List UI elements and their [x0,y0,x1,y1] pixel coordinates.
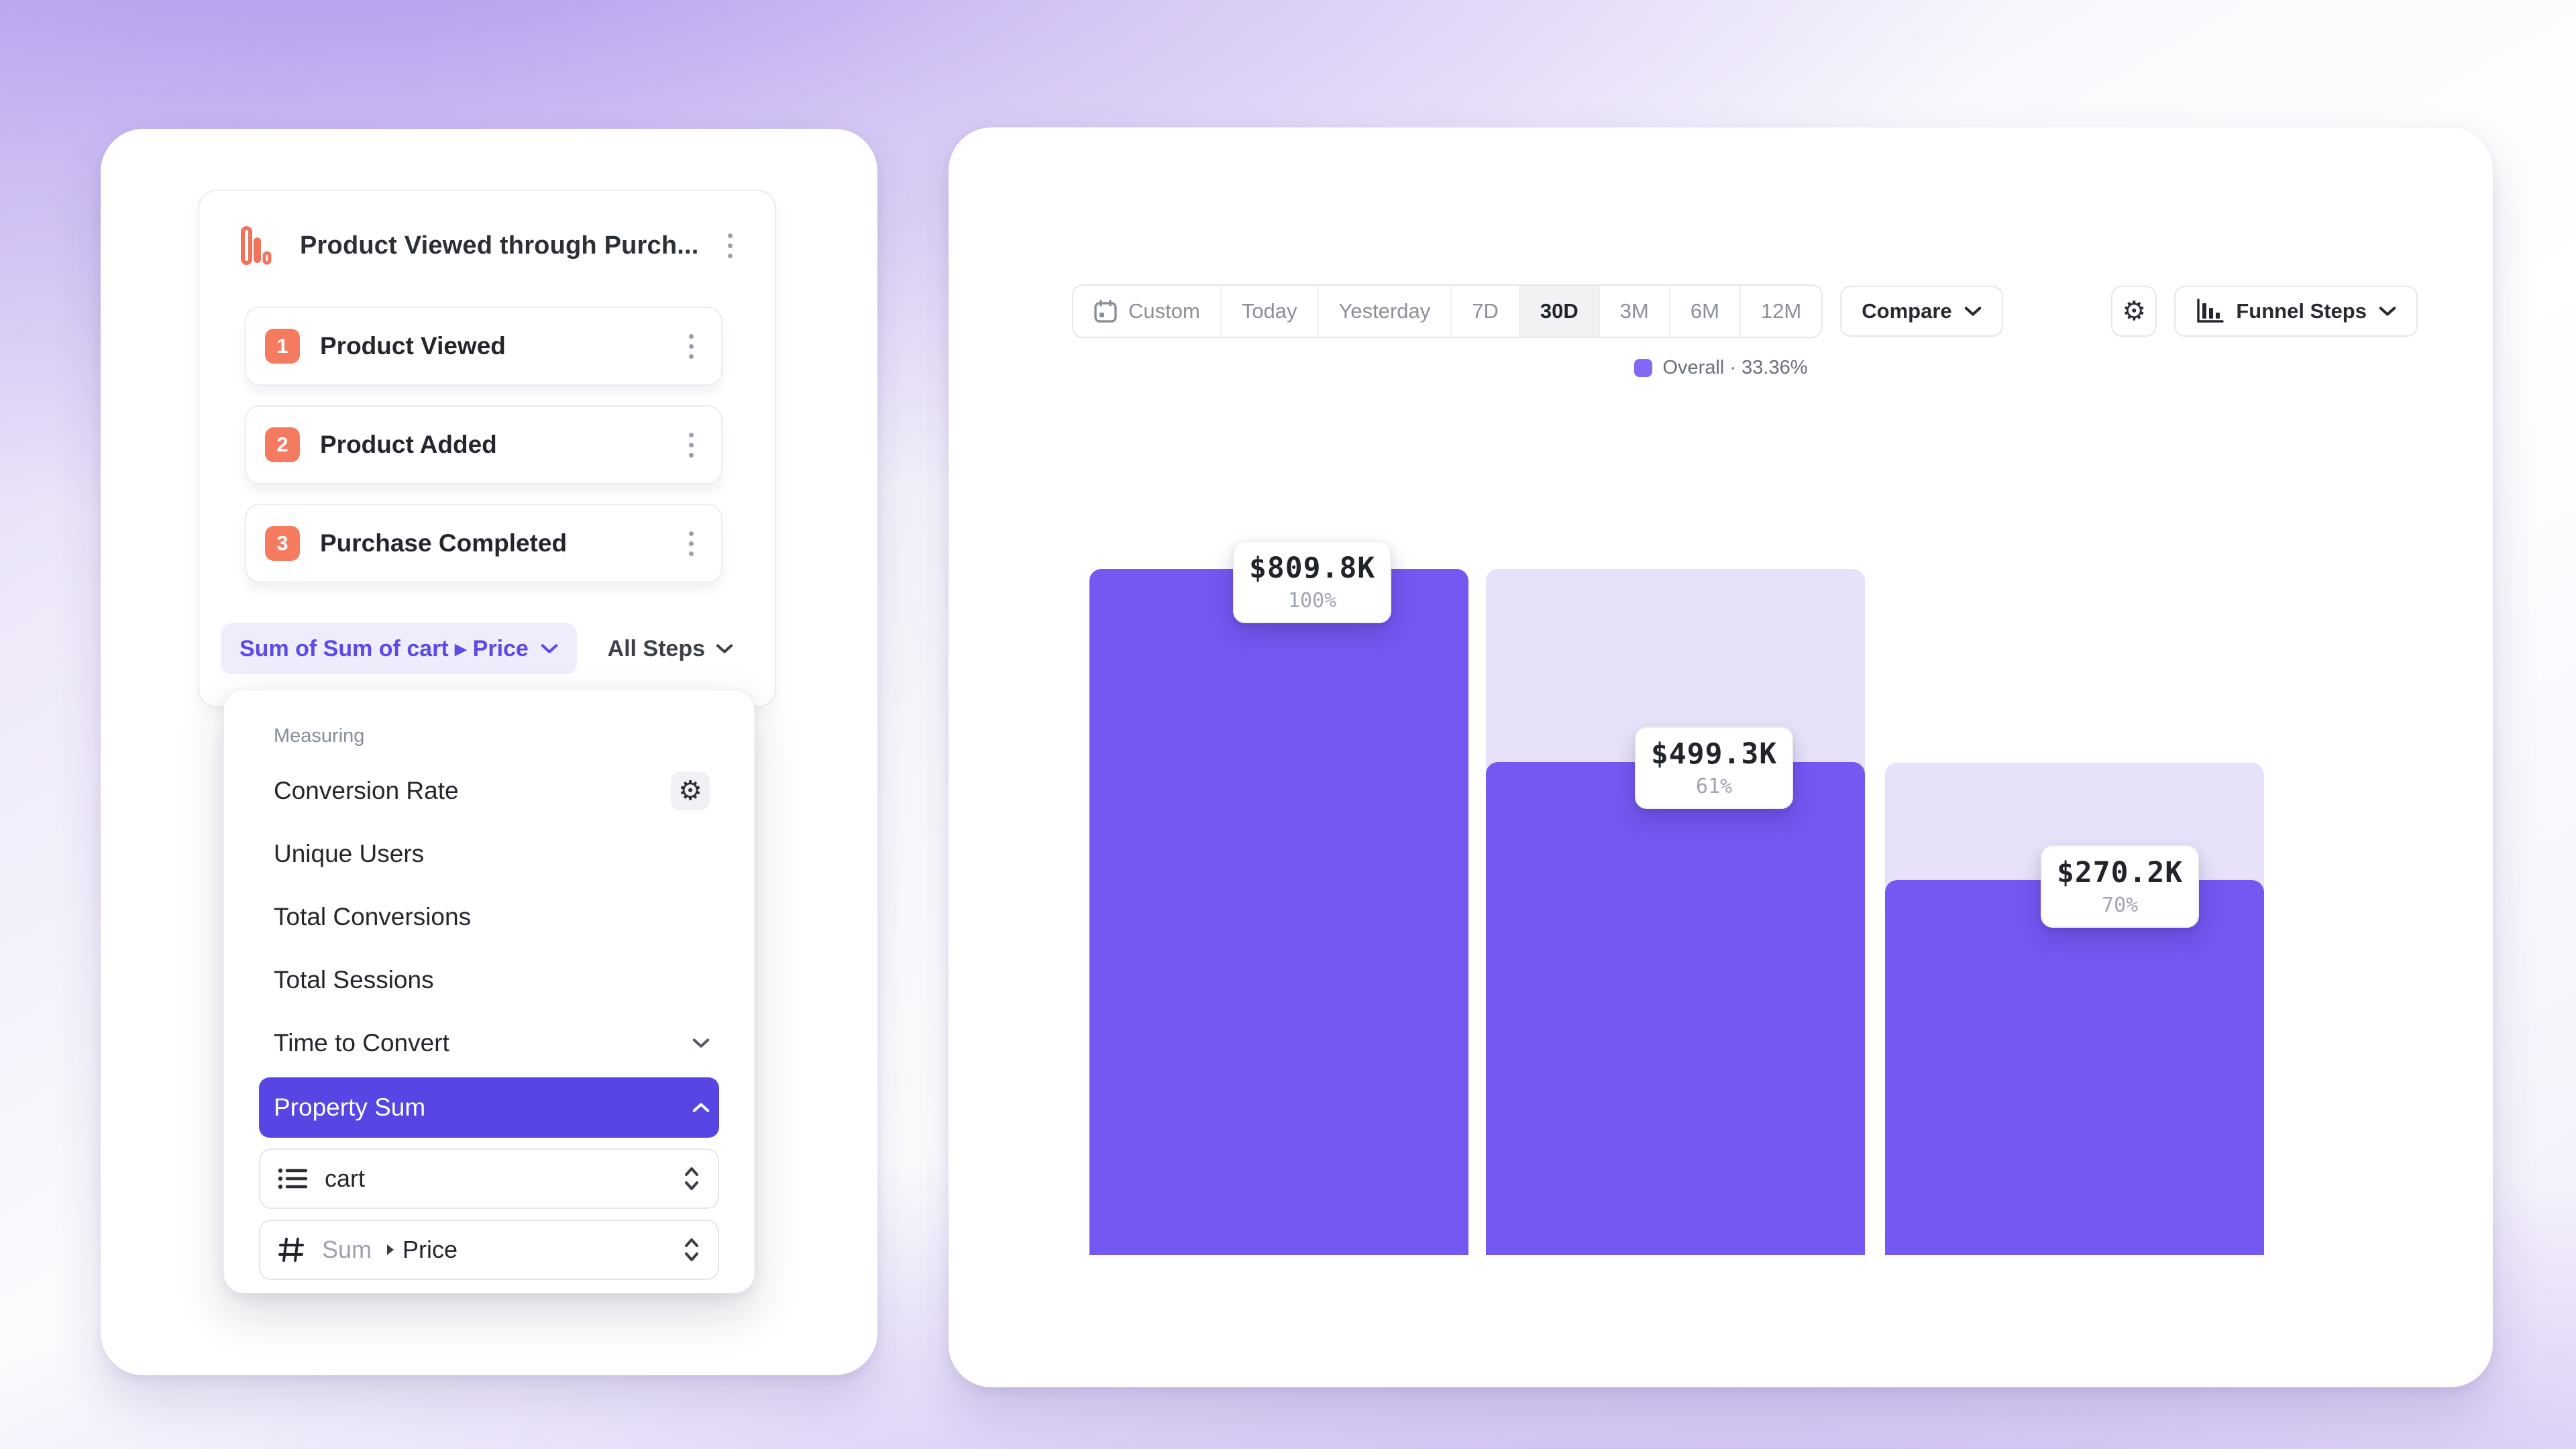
measurement-dropdown[interactable]: Sum of Sum of cart ▸ Price [221,623,577,674]
menu-item-total-sessions[interactable]: Total Sessions [274,966,434,994]
tooltip-value: $270.2K [2057,856,2184,890]
chevron-down-icon [716,644,733,653]
bar-tooltip-step-3: $270.2K 70% [2041,845,2200,928]
bar-converted-step-1[interactable] [1089,569,1468,1255]
menu-item-total-conversions[interactable]: Total Conversions [274,903,472,930]
kebab-icon [727,233,733,238]
step-number-badge: 1 [265,329,300,364]
report-menu-button[interactable] [712,223,748,268]
funnel-step-row-3[interactable]: 3 Purchase Completed [245,504,722,583]
chart-legend: Overall · 33.36% [949,357,2493,379]
funnel-builder-card: Product Viewed through Purch... 1 Produc… [101,129,877,1375]
gear-icon: ⚙ [678,775,702,806]
chart-toolbar: Custom Today Yesterday 7D 30D 3M 6M 12M … [1072,284,2418,338]
chart-type-dropdown[interactable]: Funnel Steps [2174,286,2418,337]
measurement-dropdown-label: Sum of Sum of cart ▸ Price [239,636,529,661]
legend-label: Overall · 33.36% [1662,357,1808,378]
funnel-step-row-1[interactable]: 1 Product Viewed [245,307,722,386]
range-yesterday[interactable]: Yesterday [1318,286,1452,337]
hash-icon [278,1236,305,1263]
compare-button[interactable]: Compare [1840,286,2003,337]
chart-settings-button[interactable]: ⚙ [2111,286,2157,337]
property-select[interactable]: cart [259,1148,719,1209]
gear-icon: ⚙ [2122,296,2147,327]
chevron-down-icon [1964,307,1981,316]
step-label: Product Viewed [320,332,506,360]
funnel-bar-step-2 [1486,569,1865,1255]
funnel-bar-step-1 [1089,569,1468,1255]
chevron-down-icon [692,1038,710,1048]
aggregation-prefix: Sum [322,1236,372,1263]
bar-tooltip-step-1: $809.8K 100% [1233,541,1392,623]
tooltip-value: $499.3K [1651,737,1778,771]
step-number-badge: 3 [265,526,300,561]
chevron-down-icon [2379,307,2396,316]
funnel-chart: $809.8K 100% $499.3K 61% $270.2K 70% [949,127,2493,1387]
bar-converted-step-3[interactable] [1885,880,2264,1255]
step-menu-button[interactable] [673,324,709,368]
bar-chart-icon [241,226,272,265]
menu-item-property-sum[interactable]: Property Sum [259,1077,719,1138]
tooltip-percent: 70% [2102,894,2139,917]
select-stepper-icon [685,1167,698,1190]
funnel-builder-panel: Product Viewed through Purch... 1 Produc… [198,190,776,708]
range-12m[interactable]: 12M [1740,286,1822,337]
report-title: Product Viewed through Purch... [300,231,699,260]
menu-item-conversion-rate[interactable]: Conversion Rate ⚙ [259,759,719,822]
report-header: Product Viewed through Purch... [241,222,748,269]
range-3m[interactable]: 3M [1599,286,1670,337]
date-range-control: Custom Today Yesterday 7D 30D 3M 6M 12M [1072,284,1823,338]
step-label: Purchase Completed [320,529,568,557]
bar-tooltip-step-2: $499.3K 61% [1635,727,1794,809]
select-stepper-icon [685,1238,698,1261]
chevron-up-icon [692,1103,710,1112]
step-menu-button[interactable] [673,521,709,566]
chevron-down-icon [541,644,558,653]
arrow-right-icon [387,1244,394,1255]
tooltip-percent: 61% [1696,775,1733,798]
property-select-value: cart [325,1165,366,1192]
funnel-steps-icon [2197,299,2224,323]
builder-footer: Sum of Sum of cart ▸ Price All Steps [221,621,753,677]
range-7d[interactable]: 7D [1452,286,1520,337]
funnel-bar-step-3 [1885,569,2264,1255]
step-number-badge: 2 [265,427,300,462]
steps-scope-dropdown[interactable]: All Steps [604,635,737,663]
aggregation-select[interactable]: Sum Price [259,1220,719,1280]
conversion-rate-settings-button[interactable]: ⚙ [671,771,710,810]
list-icon [278,1167,307,1191]
chart-card: Custom Today Yesterday 7D 30D 3M 6M 12M … [949,127,2493,1387]
step-menu-button[interactable] [673,423,709,467]
range-today[interactable]: Today [1221,286,1319,337]
aggregation-value: Price [402,1236,458,1263]
bar-converted-step-2[interactable] [1486,762,1865,1255]
range-6m[interactable]: 6M [1670,286,1741,337]
steps-scope-label: All Steps [607,635,705,661]
menu-heading: Measuring [274,725,365,747]
calendar-icon [1094,299,1117,323]
range-custom[interactable]: Custom [1073,286,1222,337]
menu-item-time-to-convert[interactable]: Time to Convert [259,1012,719,1075]
range-30d[interactable]: 30D [1519,286,1600,337]
tooltip-percent: 100% [1287,589,1337,612]
funnel-step-row-2[interactable]: 2 Product Added [245,405,722,484]
menu-item-unique-users[interactable]: Unique Users [274,840,425,867]
step-label: Product Added [320,431,497,458]
legend-swatch [1633,359,1652,377]
measuring-menu: Measuring Conversion Rate ⚙ Unique Users… [223,690,755,1293]
tooltip-value: $809.8K [1249,551,1376,585]
